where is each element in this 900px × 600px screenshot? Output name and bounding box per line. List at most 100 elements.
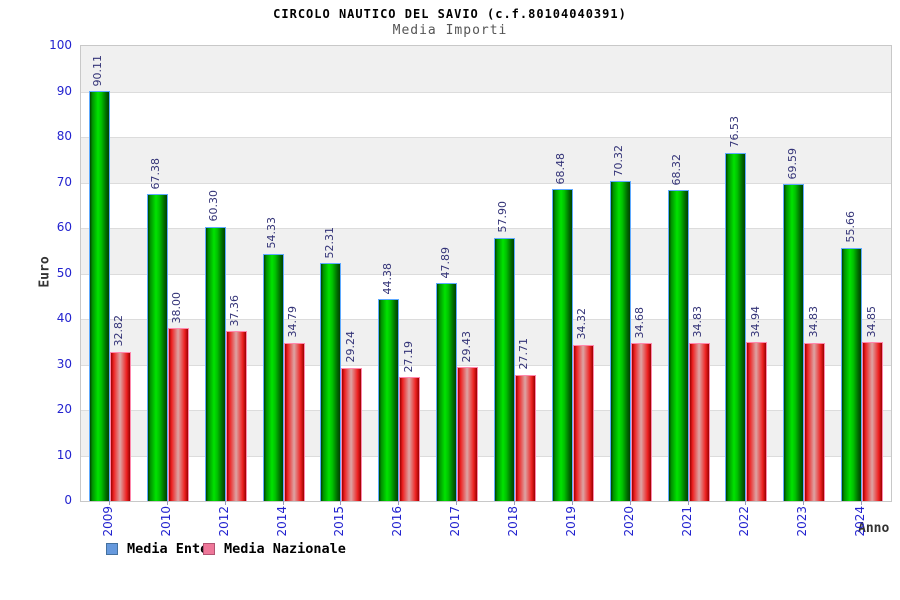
- bar-value-label: 44.38: [380, 262, 394, 295]
- x-tick-mark: [513, 501, 515, 505]
- y-tick-label: 70: [56, 174, 72, 189]
- bar-value-label: 60.30: [207, 190, 221, 222]
- x-tick-label: 2014: [274, 506, 289, 537]
- bar-media-nazionale: [572, 344, 594, 501]
- bar-value-label: 52.31: [322, 226, 336, 259]
- x-tick-mark: [687, 501, 689, 505]
- bar-value-label: 34.83: [806, 306, 820, 338]
- gridline: [81, 319, 891, 320]
- gridline: [81, 137, 891, 138]
- bar-media-nazionale: [688, 342, 710, 501]
- bar-media-nazionale: [283, 342, 305, 501]
- plot-band: [81, 91, 891, 137]
- bar-media-ente: [493, 237, 515, 501]
- plot-band: [81, 364, 891, 410]
- gridline: [81, 273, 891, 275]
- plot-band: [81, 273, 891, 319]
- legend-swatch-media-ente: [106, 543, 118, 555]
- y-tick-label: 40: [56, 311, 72, 325]
- bar-media-nazionale: [457, 367, 479, 501]
- bar-value-label: 34.94: [748, 305, 762, 338]
- bar-media-nazionale: [399, 377, 421, 501]
- gridline: [81, 182, 891, 184]
- y-tick-label: 30: [56, 356, 72, 371]
- bar-media-nazionale: [225, 331, 247, 501]
- bar-media-ente: [551, 189, 573, 501]
- x-tick-mark: [224, 501, 226, 505]
- y-tick-label: 50: [56, 265, 72, 280]
- bar-media-ente: [725, 152, 747, 501]
- x-tick-mark: [282, 501, 284, 505]
- x-tick-label: 2009: [100, 506, 115, 537]
- bar-value-label: 47.89: [438, 246, 452, 279]
- x-tick-mark: [803, 501, 805, 505]
- y-tick-label: 60: [56, 220, 72, 234]
- plot-area: [80, 45, 892, 502]
- bar-media-nazionale: [746, 342, 768, 501]
- bar-media-ente: [609, 181, 631, 501]
- chart-subtitle: Media Importi: [392, 23, 508, 38]
- x-axis-title: Anno: [858, 521, 890, 536]
- bar-media-ente: [262, 253, 284, 501]
- bar-media-ente: [88, 91, 110, 501]
- bar-value-label: 34.85: [864, 305, 878, 338]
- bar-value-label: 32.82: [112, 315, 126, 347]
- y-tick-label: 90: [56, 83, 72, 98]
- bar-media-ente: [146, 194, 168, 501]
- bar-value-label: 34.79: [286, 306, 299, 338]
- bar-value-label: 37.36: [228, 294, 242, 327]
- plot-band: [81, 137, 891, 183]
- legend-item-media-nazionale: Media Nazionale: [203, 541, 346, 557]
- plot-band: [81, 319, 891, 365]
- x-tick-label: 2024: [853, 506, 868, 537]
- x-tick-mark: [108, 501, 110, 505]
- legend-item-media-ente: Media Ente: [106, 541, 208, 557]
- y-tick-label: 100: [49, 38, 72, 52]
- gridline: [81, 455, 891, 457]
- gridline: [81, 364, 891, 366]
- bar-value-label: 54.33: [265, 217, 278, 249]
- x-tick-label: 2015: [332, 506, 347, 537]
- bar-media-ente: [783, 184, 805, 501]
- legend-label-media-ente: Media Ente: [127, 541, 209, 557]
- bar-value-label: 29.43: [459, 330, 473, 363]
- bar-media-ente: [204, 226, 226, 501]
- bar-value-label: 34.83: [691, 306, 704, 338]
- bar-media-nazionale: [862, 342, 884, 501]
- y-tick-label: 80: [56, 129, 72, 143]
- x-tick-label: 2021: [679, 506, 694, 537]
- bar-value-label: 76.53: [727, 116, 741, 148]
- plot-band: [81, 228, 891, 274]
- legend-label-media-nazionale: Media Nazionale: [224, 541, 346, 557]
- bar-value-label: 57.90: [496, 201, 510, 233]
- gridline: [81, 91, 891, 93]
- x-tick-mark: [398, 501, 400, 505]
- bar-media-nazionale: [514, 374, 536, 501]
- x-tick-mark: [861, 501, 863, 505]
- x-tick-label: 2019: [563, 506, 578, 537]
- y-tick-label: 20: [56, 402, 72, 416]
- bar-media-nazionale: [341, 367, 363, 501]
- bar-value-label: 68.32: [670, 153, 683, 186]
- y-tick-label: 10: [56, 447, 72, 462]
- bar-media-ente: [320, 263, 342, 501]
- plot-band: [81, 455, 891, 501]
- bar-media-ente: [841, 247, 863, 501]
- bar-value-label: 27.19: [401, 340, 415, 373]
- bar-media-nazionale: [109, 351, 131, 501]
- x-tick-mark: [745, 501, 747, 505]
- bar-value-label: 67.38: [149, 157, 163, 190]
- chart-title: CIRCOLO NAUTICO DEL SAVIO (c.f.801040403…: [273, 7, 627, 21]
- plot-band: [81, 182, 891, 228]
- x-tick-label: 2018: [505, 506, 520, 537]
- x-tick-label: 2022: [737, 506, 752, 537]
- bar-value-label: 55.66: [843, 211, 857, 243]
- x-tick-label: 2020: [621, 506, 636, 537]
- bar-value-label: 34.68: [633, 306, 647, 339]
- x-tick-mark: [629, 501, 631, 505]
- bar-value-label: 38.00: [170, 291, 184, 324]
- bar-value-label: 90.11: [91, 54, 105, 87]
- x-tick-label: 2010: [158, 506, 173, 537]
- bar-media-nazionale: [167, 328, 189, 501]
